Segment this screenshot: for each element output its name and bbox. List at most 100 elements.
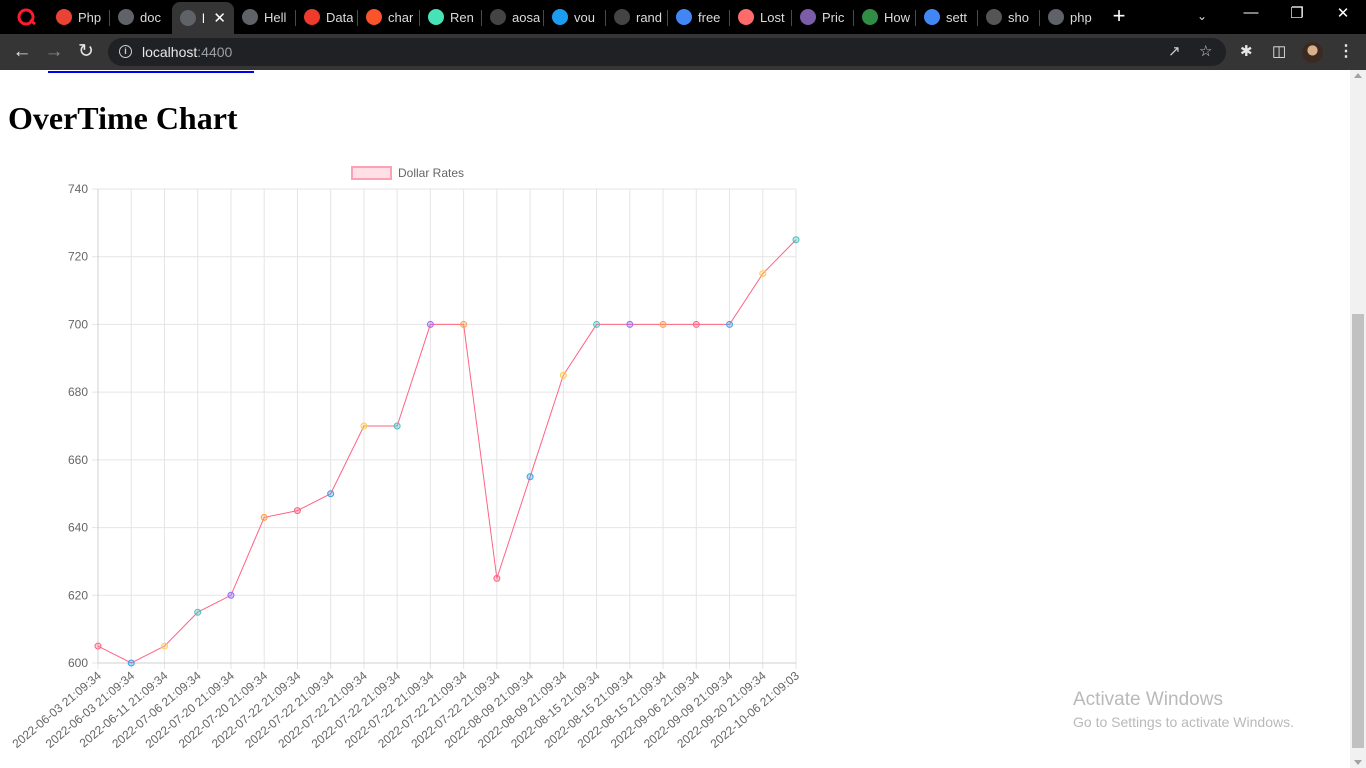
- browser-tab[interactable]: sho: [978, 5, 1038, 29]
- link-icon: [986, 9, 1002, 25]
- address-host: localhost: [142, 44, 198, 60]
- browser-tab[interactable]: Lost: [730, 5, 790, 29]
- tab-title: How: [884, 9, 911, 25]
- browser-tab[interactable]: aosa: [482, 5, 542, 29]
- google-icon: [924, 9, 940, 25]
- tab-title: char: [388, 9, 414, 25]
- data-point: [393, 422, 401, 430]
- browser-toolbar: ← → ↻ i localhost:4400 ↗ ☆ ✱ ◫ ⋮: [0, 34, 1366, 70]
- scroll-up-arrow-icon[interactable]: [1354, 73, 1362, 78]
- browser-tab[interactable]: free: [668, 5, 728, 29]
- page-content: OverTime Chart Dollar Rates 600 620 640 660 6…: [0, 70, 1350, 768]
- side-panel-icon[interactable]: ◫: [1272, 43, 1287, 60]
- browser-tab[interactable]: Data: [296, 5, 356, 29]
- tab-separator: [977, 10, 978, 26]
- data-point: [227, 591, 235, 599]
- globe-icon: [180, 10, 196, 26]
- google-icon: [676, 9, 692, 25]
- extensions-puzzle-icon[interactable]: ✱: [1240, 43, 1253, 60]
- browser-tab[interactable]: Php: [48, 5, 108, 29]
- tab-separator: [605, 10, 606, 26]
- browser-tab[interactable]: Pric: [792, 5, 852, 29]
- data-point: [759, 270, 767, 278]
- opera-icon[interactable]: [16, 8, 36, 26]
- forward-arrow-icon[interactable]: →: [44, 41, 64, 62]
- profile-avatar[interactable]: [1302, 42, 1323, 63]
- browser-tab[interactable]: l ✕: [172, 2, 234, 34]
- address-bar[interactable]: i localhost:4400 ↗ ☆: [108, 38, 1226, 66]
- link-underline[interactable]: [48, 71, 254, 73]
- browser-tab[interactable]: char: [358, 5, 418, 29]
- address-url[interactable]: localhost:4400: [142, 44, 232, 60]
- brave-shield-icon: [366, 9, 382, 25]
- close-window-icon[interactable]: ✕: [1336, 5, 1350, 22]
- tab-title: vou: [574, 9, 595, 25]
- tab-strip: Php doc l ✕ Hell Data char Ren aosa vou rand free Lo…: [0, 0, 1366, 34]
- browser-tab[interactable]: Ren: [420, 5, 480, 29]
- tab-title: Data: [326, 9, 354, 25]
- data-point: [360, 422, 368, 430]
- tab-separator: [1039, 10, 1040, 26]
- browser-tab[interactable]: vou: [544, 5, 604, 29]
- share-icon[interactable]: ↗: [1168, 43, 1181, 60]
- data-point: [293, 507, 301, 515]
- browser-tab[interactable]: How: [854, 5, 914, 29]
- data-point: [327, 490, 335, 498]
- globe-icon: [242, 9, 258, 25]
- tab-separator: [295, 10, 296, 26]
- gmail-icon: [56, 9, 72, 25]
- site-info-icon[interactable]: i: [119, 45, 132, 58]
- bookmark-star-icon[interactable]: ☆: [1199, 43, 1213, 60]
- tab-separator: [729, 10, 730, 26]
- watermark-title: Activate Windows: [1073, 689, 1223, 710]
- data-point: [559, 371, 567, 379]
- page-title: OverTime Chart: [8, 100, 238, 136]
- data-point: [460, 320, 468, 328]
- y-tick-label: 660: [68, 453, 88, 467]
- close-tab-icon[interactable]: ✕: [213, 10, 226, 27]
- browser-tab[interactable]: Hell: [234, 5, 294, 29]
- reload-icon[interactable]: ↻: [78, 41, 94, 62]
- data-point: [260, 513, 268, 521]
- new-tab-button[interactable]: +: [1112, 3, 1126, 28]
- tab-search-icon[interactable]: ⌄: [1197, 9, 1208, 23]
- geeks-icon: [862, 9, 878, 25]
- rocket-icon: [738, 9, 754, 25]
- tab-title: aosa: [512, 9, 541, 25]
- tab-title: Pric: [822, 9, 845, 25]
- tab-separator: [915, 10, 916, 26]
- tab-separator: [419, 10, 420, 26]
- data-point: [692, 320, 700, 328]
- tab-separator: [543, 10, 544, 26]
- browser-tab[interactable]: sett: [916, 5, 976, 29]
- series-line: [97, 239, 797, 664]
- globe-icon: [1048, 9, 1064, 25]
- laravel-icon: [304, 9, 320, 25]
- y-tick-label: 680: [68, 385, 88, 399]
- y-tick-label: 720: [68, 250, 88, 264]
- tab-separator: [109, 10, 110, 26]
- browser-tab[interactable]: rand: [606, 5, 666, 29]
- scroll-down-arrow-icon[interactable]: [1354, 760, 1362, 765]
- browser-tab[interactable]: php: [1040, 5, 1098, 29]
- vertical-scrollbar[interactable]: [1350, 70, 1366, 768]
- minimize-icon[interactable]: —: [1243, 4, 1259, 21]
- tab-title: Hell: [264, 9, 287, 25]
- tab-separator: [853, 10, 854, 26]
- globe-icon: [118, 9, 134, 25]
- data-point: [426, 320, 434, 328]
- address-port: :4400: [197, 44, 233, 60]
- watermark-subtitle: Go to Settings to activate Windows.: [1073, 714, 1294, 730]
- browser-tab[interactable]: doc: [110, 5, 170, 29]
- restore-icon[interactable]: ❐: [1290, 5, 1304, 22]
- legend-swatch: [351, 166, 392, 180]
- tab-title: Php: [78, 9, 102, 25]
- y-tick-label: 620: [68, 588, 88, 602]
- tab-separator: [667, 10, 668, 26]
- data-point: [526, 473, 534, 481]
- tab-separator: [791, 10, 792, 26]
- kebab-menu-icon[interactable]: ⋮: [1338, 43, 1354, 60]
- scroll-thumb[interactable]: [1352, 314, 1364, 748]
- tab-separator: [481, 10, 482, 26]
- back-arrow-icon[interactable]: ←: [12, 41, 32, 62]
